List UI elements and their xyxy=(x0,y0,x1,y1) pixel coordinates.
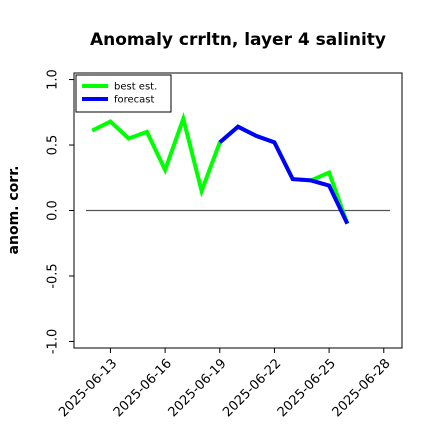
series-line-forecast xyxy=(218,124,350,225)
chart-title: Anomaly crrltn, layer 4 salinity xyxy=(90,30,386,50)
x-tick-label: 2025-06-28 xyxy=(330,356,394,420)
legend: best est. forecast xyxy=(75,74,172,113)
y-tick-label: 0.0 xyxy=(46,200,61,221)
legend-box xyxy=(75,74,172,113)
legend-label-forecast: forecast xyxy=(114,95,155,106)
legend-label-best-est: best est. xyxy=(114,82,157,93)
y-tick-label: 0.5 xyxy=(46,135,61,156)
y-tick-label: 1.0 xyxy=(46,69,61,90)
y-tick-label: -1.0 xyxy=(46,329,61,354)
series-line-best-est xyxy=(91,111,350,225)
y-tick-label: -0.5 xyxy=(46,263,61,288)
y-axis-label: anom. corr. xyxy=(6,166,22,255)
